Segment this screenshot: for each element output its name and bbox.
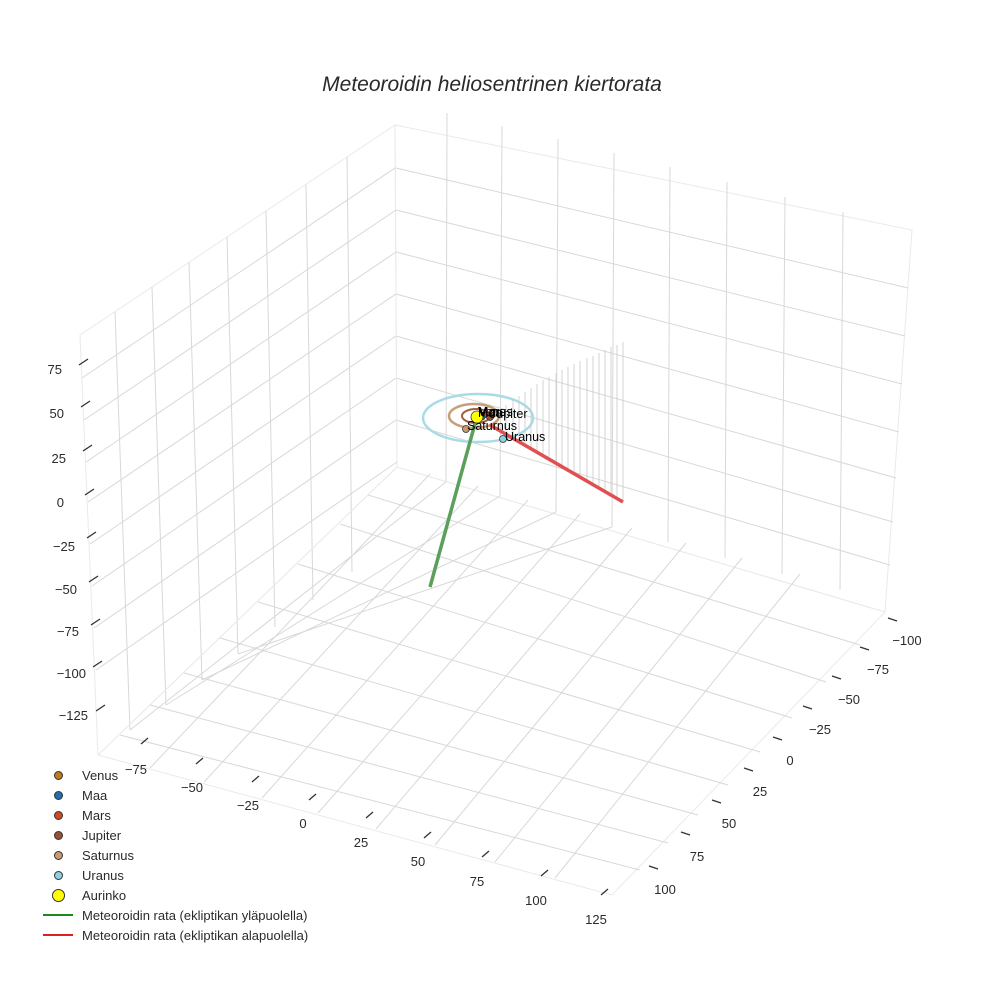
legend-label: Venus bbox=[82, 767, 119, 783]
legend: Venus Maa Mars Jupiter Saturnus Uranus A… bbox=[38, 765, 308, 945]
aurinko-marker bbox=[470, 410, 484, 424]
planets bbox=[462, 410, 507, 443]
legend-label: Saturnus bbox=[82, 847, 135, 863]
legend-item-path-below[interactable]: Meteoroidin rata (ekliptikan alapuolella… bbox=[38, 925, 308, 945]
svg-text:75: 75 bbox=[690, 849, 704, 864]
svg-text:125: 125 bbox=[585, 912, 607, 927]
legend-label: Maa bbox=[82, 787, 108, 803]
legend-item-path-above[interactable]: Meteoroidin rata (ekliptikan yläpuolella… bbox=[38, 905, 308, 925]
z-axis bbox=[78, 358, 106, 712]
svg-text:100: 100 bbox=[525, 893, 547, 908]
svg-text:50: 50 bbox=[411, 854, 425, 869]
y-axis bbox=[648, 617, 898, 870]
legend-item-mars[interactable]: Mars bbox=[38, 805, 308, 825]
svg-text:−100: −100 bbox=[892, 633, 921, 648]
meteoroid-path-below bbox=[489, 423, 624, 504]
svg-text:25: 25 bbox=[354, 835, 368, 850]
svg-text:Jupiter: Jupiter bbox=[490, 407, 528, 421]
circle-marker-icon bbox=[53, 770, 63, 780]
legend-item-jupiter[interactable]: Jupiter bbox=[38, 825, 308, 845]
svg-text:−75: −75 bbox=[125, 762, 147, 777]
saturnus-marker bbox=[462, 425, 470, 433]
circle-marker-icon bbox=[53, 870, 63, 880]
legend-label: Mars bbox=[82, 807, 111, 823]
circle-marker-icon bbox=[53, 790, 63, 800]
svg-text:−75: −75 bbox=[57, 624, 79, 639]
red-line-icon bbox=[43, 934, 73, 936]
svg-text:50: 50 bbox=[50, 406, 64, 421]
svg-text:Mars: Mars bbox=[478, 405, 506, 419]
x-axis bbox=[140, 737, 609, 896]
legend-item-aurinko[interactable]: Aurinko bbox=[38, 885, 308, 905]
x-axis-labels: −75 −50 −25 0 25 50 75 100 125 bbox=[125, 762, 607, 927]
legend-label: Meteoroidin rata (ekliptikan alapuolella… bbox=[82, 927, 309, 943]
svg-text:−125: −125 bbox=[59, 708, 88, 723]
back-wall bbox=[394, 112, 913, 613]
legend-item-uranus[interactable]: Uranus bbox=[38, 865, 308, 885]
chart-title: Meteoroidin heliosentrinen kiertorata bbox=[322, 73, 662, 96]
svg-text:−25: −25 bbox=[809, 722, 831, 737]
uranus-marker bbox=[499, 435, 507, 443]
legend-label: Aurinko bbox=[82, 887, 127, 903]
uranus-orbit bbox=[421, 392, 535, 444]
svg-text:75: 75 bbox=[470, 874, 484, 889]
svg-text:−25: −25 bbox=[53, 539, 75, 554]
svg-text:25: 25 bbox=[52, 451, 66, 466]
circle-marker-icon bbox=[53, 830, 63, 840]
svg-text:50: 50 bbox=[722, 816, 736, 831]
svg-text:−100: −100 bbox=[57, 666, 86, 681]
svg-text:−75: −75 bbox=[867, 662, 889, 677]
svg-text:25: 25 bbox=[753, 784, 767, 799]
sun-marker-icon bbox=[51, 888, 65, 902]
y-axis-labels: −100 −75 −50 −25 0 25 50 75 100 bbox=[654, 633, 922, 897]
svg-text:75: 75 bbox=[48, 362, 62, 377]
legend-label: Uranus bbox=[82, 867, 124, 883]
circle-marker-icon bbox=[53, 850, 63, 860]
legend-item-venus[interactable]: Venus bbox=[38, 765, 308, 785]
legend-label: Meteoroidin rata (ekliptikan yläpuolella… bbox=[82, 907, 308, 923]
left-wall bbox=[79, 124, 398, 757]
svg-text:100: 100 bbox=[654, 882, 676, 897]
svg-text:Uranus: Uranus bbox=[505, 430, 545, 444]
svg-text:−25: −25 bbox=[237, 798, 259, 813]
legend-item-saturnus[interactable]: Saturnus bbox=[38, 845, 308, 865]
meteoroid-path-above bbox=[428, 419, 478, 588]
planet-labels: Venus Maa Mars Jupiter Saturnus Uranus bbox=[467, 405, 545, 444]
svg-text:−50: −50 bbox=[838, 692, 860, 707]
drop-lines bbox=[505, 342, 624, 501]
svg-text:0: 0 bbox=[57, 495, 64, 510]
floor bbox=[97, 466, 886, 896]
svg-text:Saturnus: Saturnus bbox=[467, 419, 517, 433]
green-line-icon bbox=[43, 914, 73, 916]
legend-item-maa[interactable]: Maa bbox=[38, 785, 308, 805]
z-axis-labels: 75 50 25 0 −25 −50 −75 −100 −125 bbox=[48, 362, 88, 723]
svg-text:Venus: Venus bbox=[478, 405, 513, 419]
svg-text:−50: −50 bbox=[181, 780, 203, 795]
svg-text:−50: −50 bbox=[55, 582, 77, 597]
legend-label: Jupiter bbox=[82, 827, 122, 843]
svg-text:Maa: Maa bbox=[478, 406, 502, 420]
svg-text:0: 0 bbox=[786, 753, 793, 768]
circle-marker-icon bbox=[53, 810, 63, 820]
svg-text:0: 0 bbox=[299, 816, 306, 831]
